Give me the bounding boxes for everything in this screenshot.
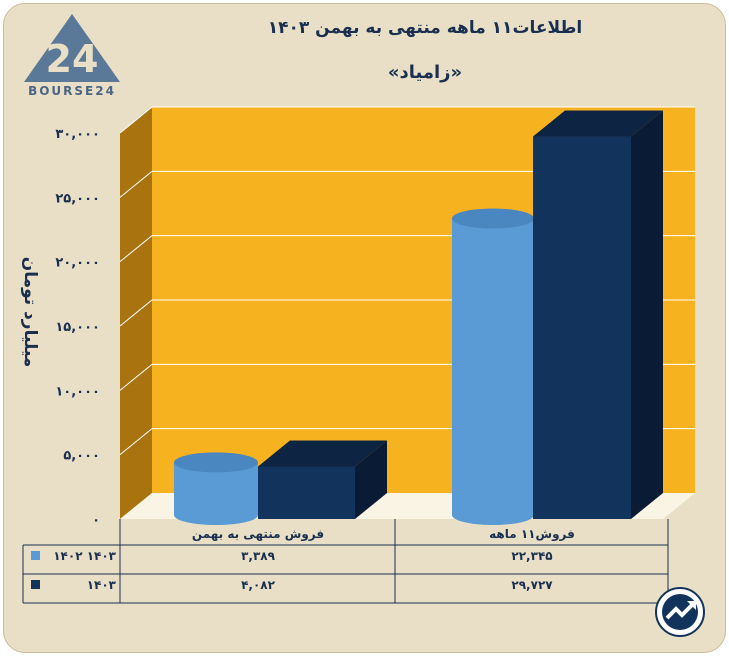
- bar-1402-body: [452, 218, 534, 516]
- gridline-side: [119, 299, 153, 327]
- legend-series-name: ۱۴۰۳: [87, 578, 117, 592]
- trend-up-icon: [655, 587, 705, 637]
- chart-subtitle: «زامیاد»: [387, 62, 463, 83]
- gridline-side: [119, 363, 153, 391]
- data-label: ۲۹,۷۲۷: [511, 578, 553, 592]
- y-tick-label: ۱۵,۰۰۰: [55, 320, 100, 335]
- bourse24-logo: 24: [24, 14, 120, 82]
- bar-1403-front: [258, 466, 355, 519]
- legend-swatch: [31, 551, 40, 560]
- y-tick-label: ۱۰,۰۰۰: [55, 384, 100, 399]
- data-label: ۴,۰۸۲: [241, 578, 276, 592]
- y-tick-label: ۰: [92, 513, 100, 528]
- bar-1403-front: [533, 136, 631, 519]
- bar-1402-bottom: [452, 505, 534, 525]
- bar-1403-side: [631, 110, 663, 519]
- y-tick-label: ۵,۰۰۰: [63, 449, 100, 464]
- y-tick-label: ۲۵,۰۰۰: [55, 191, 100, 206]
- legend-swatch: [31, 580, 40, 589]
- bar-1402-top: [452, 208, 534, 229]
- bar-1403-side: [355, 440, 387, 519]
- chart-title: اطلاعات۱۱ ماهه منتهی به بهمن ۱۴۰۳: [267, 18, 583, 38]
- data-label: ۲۲,۳۴۵: [511, 549, 552, 563]
- category-label: فروش۱۱ ماهه: [489, 527, 575, 542]
- bar-1402-bottom: [174, 505, 258, 525]
- logo-text: BOURSE24: [28, 84, 116, 98]
- bar-1403-top: [533, 110, 663, 137]
- category-label: فروش منتهی به بهمن: [192, 527, 324, 542]
- gridline-side: [119, 170, 153, 198]
- logo-mark: 24: [46, 37, 99, 81]
- y-tick-label: ۳۰,۰۰۰: [55, 127, 100, 142]
- gridline-side: [119, 235, 153, 263]
- data-label: ۳,۳۸۹: [241, 549, 276, 563]
- y-tick-label: ۲۰,۰۰۰: [55, 256, 100, 271]
- gridline-side: [119, 428, 153, 456]
- bar-1402-top: [174, 452, 258, 473]
- legend-series-name: ۱۴۰۲ ۱۴۰۳: [53, 549, 116, 563]
- gridline-side: [119, 106, 153, 134]
- bar-1403-top: [258, 440, 387, 467]
